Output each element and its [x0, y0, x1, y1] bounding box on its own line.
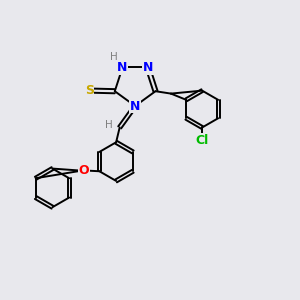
- Text: S: S: [85, 84, 94, 97]
- Text: N: N: [117, 61, 128, 74]
- Text: H: H: [110, 52, 118, 61]
- Text: H: H: [105, 120, 113, 130]
- Text: O: O: [79, 164, 89, 177]
- Text: Cl: Cl: [196, 134, 209, 147]
- Text: N: N: [130, 100, 140, 112]
- Text: N: N: [142, 61, 153, 74]
